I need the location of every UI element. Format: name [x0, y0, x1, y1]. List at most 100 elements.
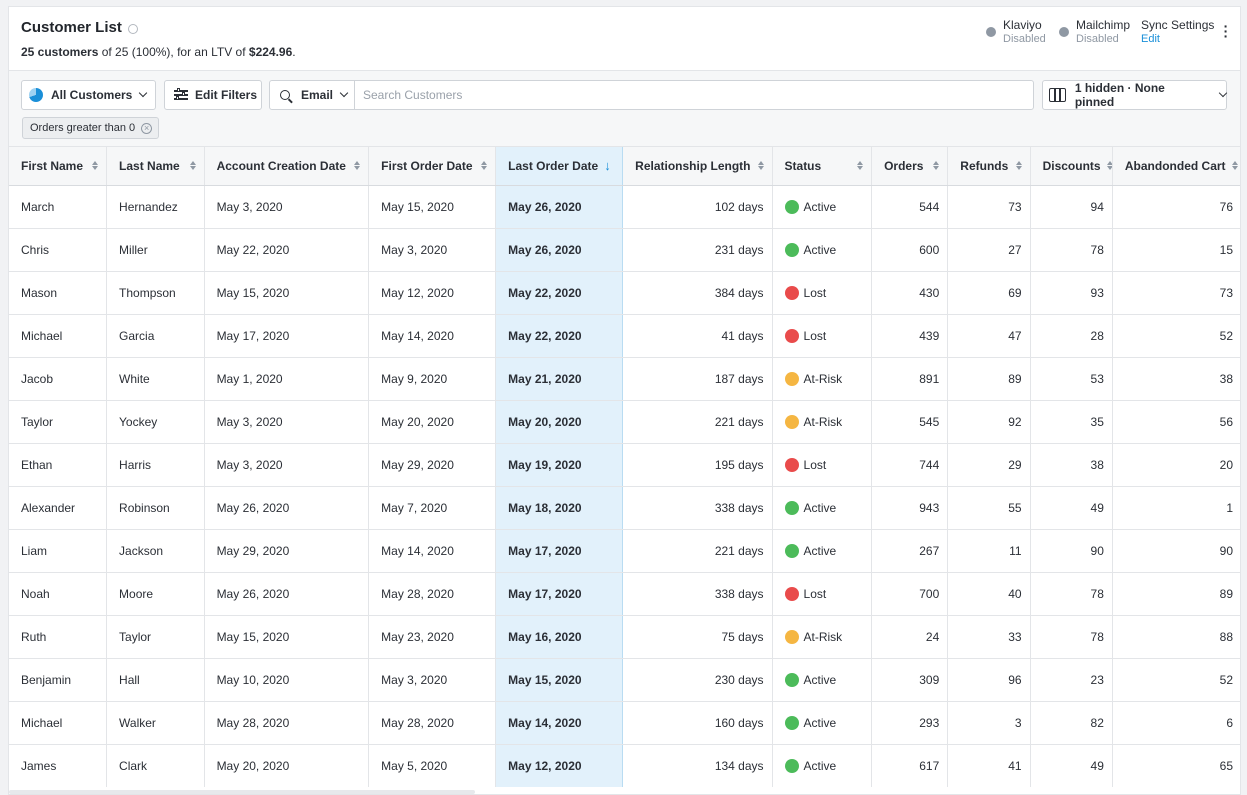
info-icon[interactable] [127, 23, 138, 34]
search-field-dropdown[interactable]: Email [270, 81, 355, 109]
table-row[interactable]: Taylor Yockey May 3, 2020 May 20, 2020 May 2… [9, 400, 1240, 444]
column-header-label: Abandonded Cart [1124, 158, 1226, 173]
search-input[interactable] [355, 81, 1033, 109]
status-label: Active [803, 199, 837, 214]
table-cell: May 3, 2020 [204, 185, 370, 229]
integration-state: Disabled [1003, 33, 1046, 45]
sort-icon[interactable] [1015, 161, 1022, 171]
table-row[interactable]: Liam Jackson May 29, 2020 May 14, 2020 May 1… [9, 529, 1240, 573]
table-cell: 600 [871, 228, 949, 272]
table-cell: Active [772, 486, 873, 530]
table-cell: Robinson [106, 486, 205, 530]
sort-icon[interactable] [92, 161, 99, 171]
table-cell: Clark [106, 744, 205, 787]
table-cell: 82 [1030, 701, 1113, 745]
filter-chip[interactable]: Orders greater than 0 × [22, 117, 160, 139]
table-cell: Noah [9, 572, 108, 616]
column-header-discounts[interactable]: Discounts [1030, 147, 1113, 186]
status-dot-icon [784, 285, 799, 300]
sort-icon[interactable] [354, 161, 361, 171]
column-header-last-order-date[interactable]: Last Order Date ↓ [495, 147, 624, 186]
table-row[interactable]: Benjamin Hall May 10, 2020 May 3, 2020 May 1… [9, 658, 1240, 702]
table-cell: 76 [1112, 185, 1240, 229]
table-cell: Liam [9, 529, 108, 573]
column-header-refunds[interactable]: Refunds [947, 147, 1031, 186]
more-options-icon[interactable]: · · · [1223, 18, 1229, 44]
table-cell: May 20, 2020 [204, 744, 370, 787]
status-label: At-Risk [803, 371, 843, 386]
search-field-label: Email [301, 88, 334, 102]
table-cell: 73 [947, 185, 1031, 229]
table-cell: May 28, 2020 [368, 701, 497, 745]
segment-dropdown[interactable]: All Customers [21, 80, 156, 110]
sync-settings-edit-link[interactable]: Edit [1141, 33, 1160, 45]
sort-icon[interactable] [1231, 161, 1238, 171]
table-cell: Ruth [9, 615, 108, 659]
sort-icon[interactable] [857, 161, 864, 171]
table-row[interactable]: Ethan Harris May 3, 2020 May 29, 2020 May 19… [9, 443, 1240, 487]
column-header-relationship-length[interactable]: Relationship Length [622, 147, 773, 186]
status-label: Lost [803, 285, 827, 300]
table-row[interactable]: Ruth Taylor May 15, 2020 May 23, 2020 May 16… [9, 615, 1240, 659]
sort-icon[interactable] [189, 161, 196, 171]
table-cell: 78 [1030, 228, 1113, 272]
table-row[interactable]: Michael Walker May 28, 2020 May 28, 2020 May… [9, 701, 1240, 745]
column-header-first-name[interactable]: First Name [9, 147, 108, 186]
table-cell: May 15, 2020 [204, 271, 370, 315]
table-row[interactable]: Noah Moore May 26, 2020 May 28, 2020 May 17,… [9, 572, 1240, 616]
status-badge: At-Risk [784, 629, 864, 644]
table-row[interactable]: March Hernandez May 3, 2020 May 15, 2020 May… [9, 185, 1240, 229]
column-header-status[interactable]: Status [772, 147, 873, 186]
table-cell: White [106, 357, 205, 401]
status-label: Active [803, 543, 837, 558]
horizontal-scrollbar[interactable] [9, 790, 475, 794]
table-cell: May 22, 2020 [495, 271, 624, 315]
table-cell: May 15, 2020 [368, 185, 497, 229]
columns-dropdown[interactable]: 1 hidden · None pinned [1042, 80, 1228, 110]
table-cell: 293 [871, 701, 949, 745]
sort-icon[interactable] [933, 161, 940, 171]
status-label: Lost [803, 586, 827, 601]
table-row[interactable]: Michael Garcia May 17, 2020 May 14, 2020 May… [9, 314, 1240, 358]
column-header-orders[interactable]: Orders [871, 147, 949, 186]
status-badge: Active [784, 672, 864, 687]
column-header-first-order-date[interactable]: First Order Date [368, 147, 497, 186]
table-row[interactable]: Jacob White May 1, 2020 May 9, 2020 May 21, … [9, 357, 1240, 401]
sort-icon[interactable] [757, 161, 764, 171]
table-row[interactable]: Alexander Robinson May 26, 2020 May 7, 2020… [9, 486, 1240, 530]
status-dot-icon [784, 371, 799, 386]
integration-mailchimp[interactable]: Mailchimp Disabled [1059, 18, 1130, 46]
column-header-label: Status [784, 158, 822, 173]
table-cell: May 20, 2020 [368, 400, 497, 444]
column-header-account-creation-date[interactable]: Account Creation Date [204, 147, 370, 186]
sort-descending-icon[interactable]: ↓ [604, 157, 611, 173]
column-header-abandonded-cart[interactable]: Abandonded Cart [1112, 147, 1240, 186]
column-header-last-name[interactable]: Last Name [106, 147, 205, 186]
summary-end: . [292, 45, 296, 59]
status-label: At-Risk [803, 414, 843, 429]
integration-klaviyo[interactable]: Klaviyo Disabled [986, 18, 1046, 46]
close-icon[interactable]: × [141, 122, 153, 134]
table-header-row: First Name Last Name Account Creation Date… [9, 147, 1240, 186]
column-header-label: First Name [21, 158, 84, 173]
table-cell: May 12, 2020 [495, 744, 624, 787]
sort-icon[interactable] [1106, 161, 1112, 171]
table-row[interactable]: Chris Miller May 22, 2020 May 3, 2020 May 26… [9, 228, 1240, 272]
table-cell: 55 [947, 486, 1031, 530]
sort-icon[interactable] [481, 161, 488, 171]
table-cell: 267 [871, 529, 949, 573]
table-cell: 47 [947, 314, 1031, 358]
sliders-icon [174, 88, 188, 101]
table-row[interactable]: James Clark May 20, 2020 May 5, 2020 May 12,… [9, 744, 1240, 787]
status-badge: At-Risk [784, 371, 864, 386]
table-cell: May 19, 2020 [495, 443, 624, 487]
edit-filters-button[interactable]: Edit Filters [164, 80, 262, 110]
column-header-label: First Order Date [381, 158, 473, 173]
table-row[interactable]: Mason Thompson May 15, 2020 May 12, 2020 May… [9, 271, 1240, 315]
filter-chip-label: Orders greater than 0 [30, 122, 136, 134]
table-cell: 439 [871, 314, 949, 358]
status-badge: Active [784, 543, 864, 558]
table-cell: 41 days [622, 314, 773, 358]
column-header-label: Account Creation Date [216, 158, 346, 173]
customer-summary: 25 customers of 25 (100%), for an LTV of… [21, 45, 296, 59]
